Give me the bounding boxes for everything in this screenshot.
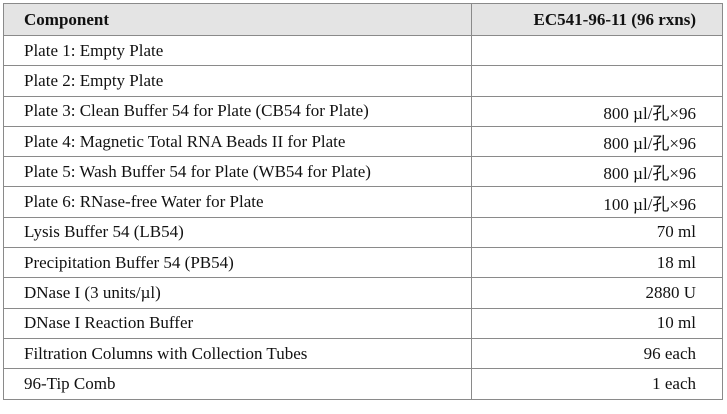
table-row: 96-Tip Comb 1 each [3, 368, 723, 400]
component-cell: DNase I (3 units/µl) [3, 277, 472, 309]
component-cell: Plate 6: RNase-free Water for Plate [3, 186, 472, 218]
header-row: Component EC541-96-11 (96 rxns) [3, 3, 723, 36]
component-cell: Plate 3: Clean Buffer 54 for Plate (CB54… [3, 95, 472, 127]
component-cell: Lysis Buffer 54 (LB54) [3, 216, 472, 249]
table-row: Lysis Buffer 54 (LB54) 70 ml [3, 216, 723, 249]
quantity-cell: 100 µl/孔×96 [471, 186, 723, 218]
component-cell: Filtration Columns with Collection Tubes [3, 337, 472, 370]
table-row: DNase I Reaction Buffer 10 ml [3, 307, 723, 339]
component-cell: Plate 4: Magnetic Total RNA Beads II for… [3, 125, 472, 158]
table-row: Plate 2: Empty Plate [3, 65, 723, 97]
quantity-cell: 96 each [471, 337, 723, 370]
table-row: Plate 6: RNase-free Water for Plate 100 µ… [3, 186, 723, 218]
table-row: Plate 5: Wash Buffer 54 for Plate (WB54 … [3, 156, 723, 188]
component-cell: 96-Tip Comb [3, 368, 472, 400]
table-row: Plate 4: Magnetic Total RNA Beads II for… [3, 125, 723, 158]
quantity-cell: 10 ml [471, 307, 723, 339]
component-cell: Plate 5: Wash Buffer 54 for Plate (WB54 … [3, 156, 472, 188]
table-row: DNase I (3 units/µl) 2880 U [3, 277, 723, 309]
quantity-cell [471, 65, 723, 97]
table-row: Plate 3: Clean Buffer 54 for Plate (CB54… [3, 95, 723, 127]
component-cell: Plate 1: Empty Plate [3, 34, 472, 67]
table-row: Precipitation Buffer 54 (PB54) 18 ml [3, 247, 723, 279]
header-quantity: EC541-96-11 (96 rxns) [471, 3, 723, 36]
component-cell: Precipitation Buffer 54 (PB54) [3, 247, 472, 279]
header-component: Component [3, 3, 472, 36]
quantity-cell [471, 34, 723, 67]
components-table: Component EC541-96-11 (96 rxns) Plate 1:… [3, 3, 723, 400]
table-row: Plate 1: Empty Plate [3, 34, 723, 67]
quantity-cell: 1 each [471, 368, 723, 400]
quantity-cell: 70 ml [471, 216, 723, 249]
component-cell: DNase I Reaction Buffer [3, 307, 472, 339]
quantity-cell: 800 µl/孔×96 [471, 125, 723, 158]
quantity-cell: 18 ml [471, 247, 723, 279]
quantity-cell: 800 µl/孔×96 [471, 95, 723, 127]
quantity-cell: 2880 U [471, 277, 723, 309]
table-row: Filtration Columns with Collection Tubes… [3, 337, 723, 370]
component-cell: Plate 2: Empty Plate [3, 65, 472, 97]
quantity-cell: 800 µl/孔×96 [471, 156, 723, 188]
